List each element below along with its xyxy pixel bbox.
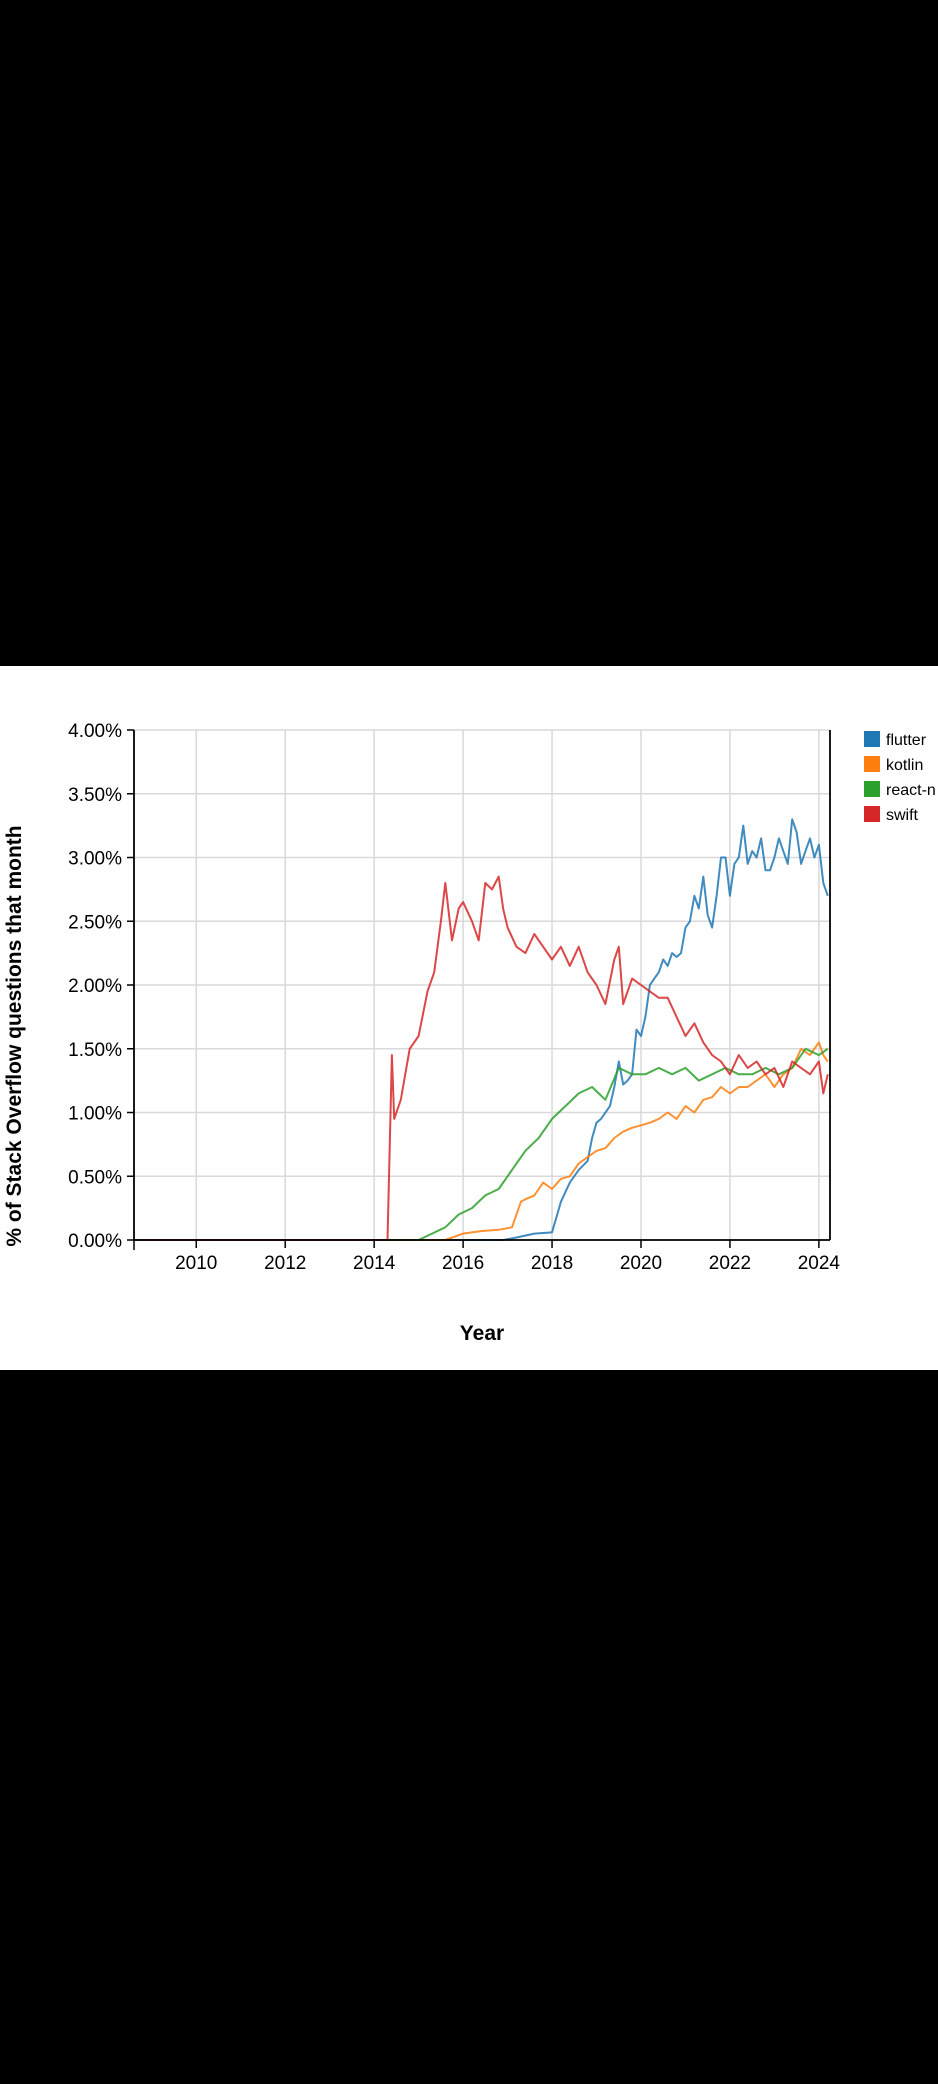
legend-label-kotlin: kotlin [886, 757, 923, 774]
y-tick-label: 0.50% [68, 1167, 122, 1188]
x-tick-label: 2010 [175, 1253, 217, 1274]
x-tick-label: 2016 [442, 1253, 484, 1274]
x-tick-label: 2020 [620, 1253, 662, 1274]
x-tick-label: 2024 [798, 1253, 841, 1274]
legend-label-swift: swift [886, 807, 919, 824]
legend: flutter kotlin react-n swift [864, 731, 936, 824]
y-tick-label: 4.00% [68, 721, 122, 742]
x-axis-title: Year [460, 1322, 504, 1345]
y-axis-title: % of Stack Overflow questions that month [3, 825, 26, 1246]
line-chart: 2010 2012 2014 2016 2018 2020 2022 2024 0.00%0.… [3, 721, 936, 1345]
y-tick-label: 2.00% [68, 976, 122, 997]
y-tick-label: 2.50% [68, 912, 122, 933]
x-tick-label: 2018 [531, 1253, 573, 1274]
x-tick-label: 2022 [709, 1253, 751, 1274]
legend-swatch-kotlin [864, 756, 880, 772]
y-tick-label: 3.50% [68, 785, 122, 806]
x-tick-label: 2014 [353, 1253, 396, 1274]
legend-swatch-react-n [864, 781, 880, 797]
series-line-kotlin [134, 1041, 829, 1241]
y-tick-label: 1.50% [68, 1040, 122, 1061]
series-line-swift [134, 875, 829, 1241]
top-letterbox [0, 0, 938, 666]
grid-lines [134, 729, 830, 1241]
legend-swatch-flutter [864, 731, 880, 747]
y-tick-label: 3.00% [68, 849, 122, 870]
x-axis-ticks: 2010 2012 2014 2016 2018 2020 2022 2024 [133, 1240, 841, 1274]
chart-panel: 2010 2012 2014 2016 2018 2020 2022 2024 0.00% 0.… [0, 666, 938, 1370]
series-line-flutter [134, 818, 829, 1241]
x-tick-label: 2012 [264, 1253, 306, 1274]
series-line-react-n [134, 1047, 829, 1241]
y-axis-ticks: 0.00% 0.50% 1.00% 1.50% 2.00% 2.50% 3.00% 3.50%… [68, 721, 134, 1252]
bottom-letterbox [0, 1370, 938, 2084]
legend-label-flutter: flutter [886, 732, 927, 749]
legend-label-react-n: react-n [886, 782, 936, 799]
series-lines [134, 818, 829, 1241]
legend-swatch-swift [864, 806, 880, 822]
y-tick-label: 0.00% [68, 1231, 122, 1252]
y-tick-label: 1.00% [68, 1104, 122, 1125]
